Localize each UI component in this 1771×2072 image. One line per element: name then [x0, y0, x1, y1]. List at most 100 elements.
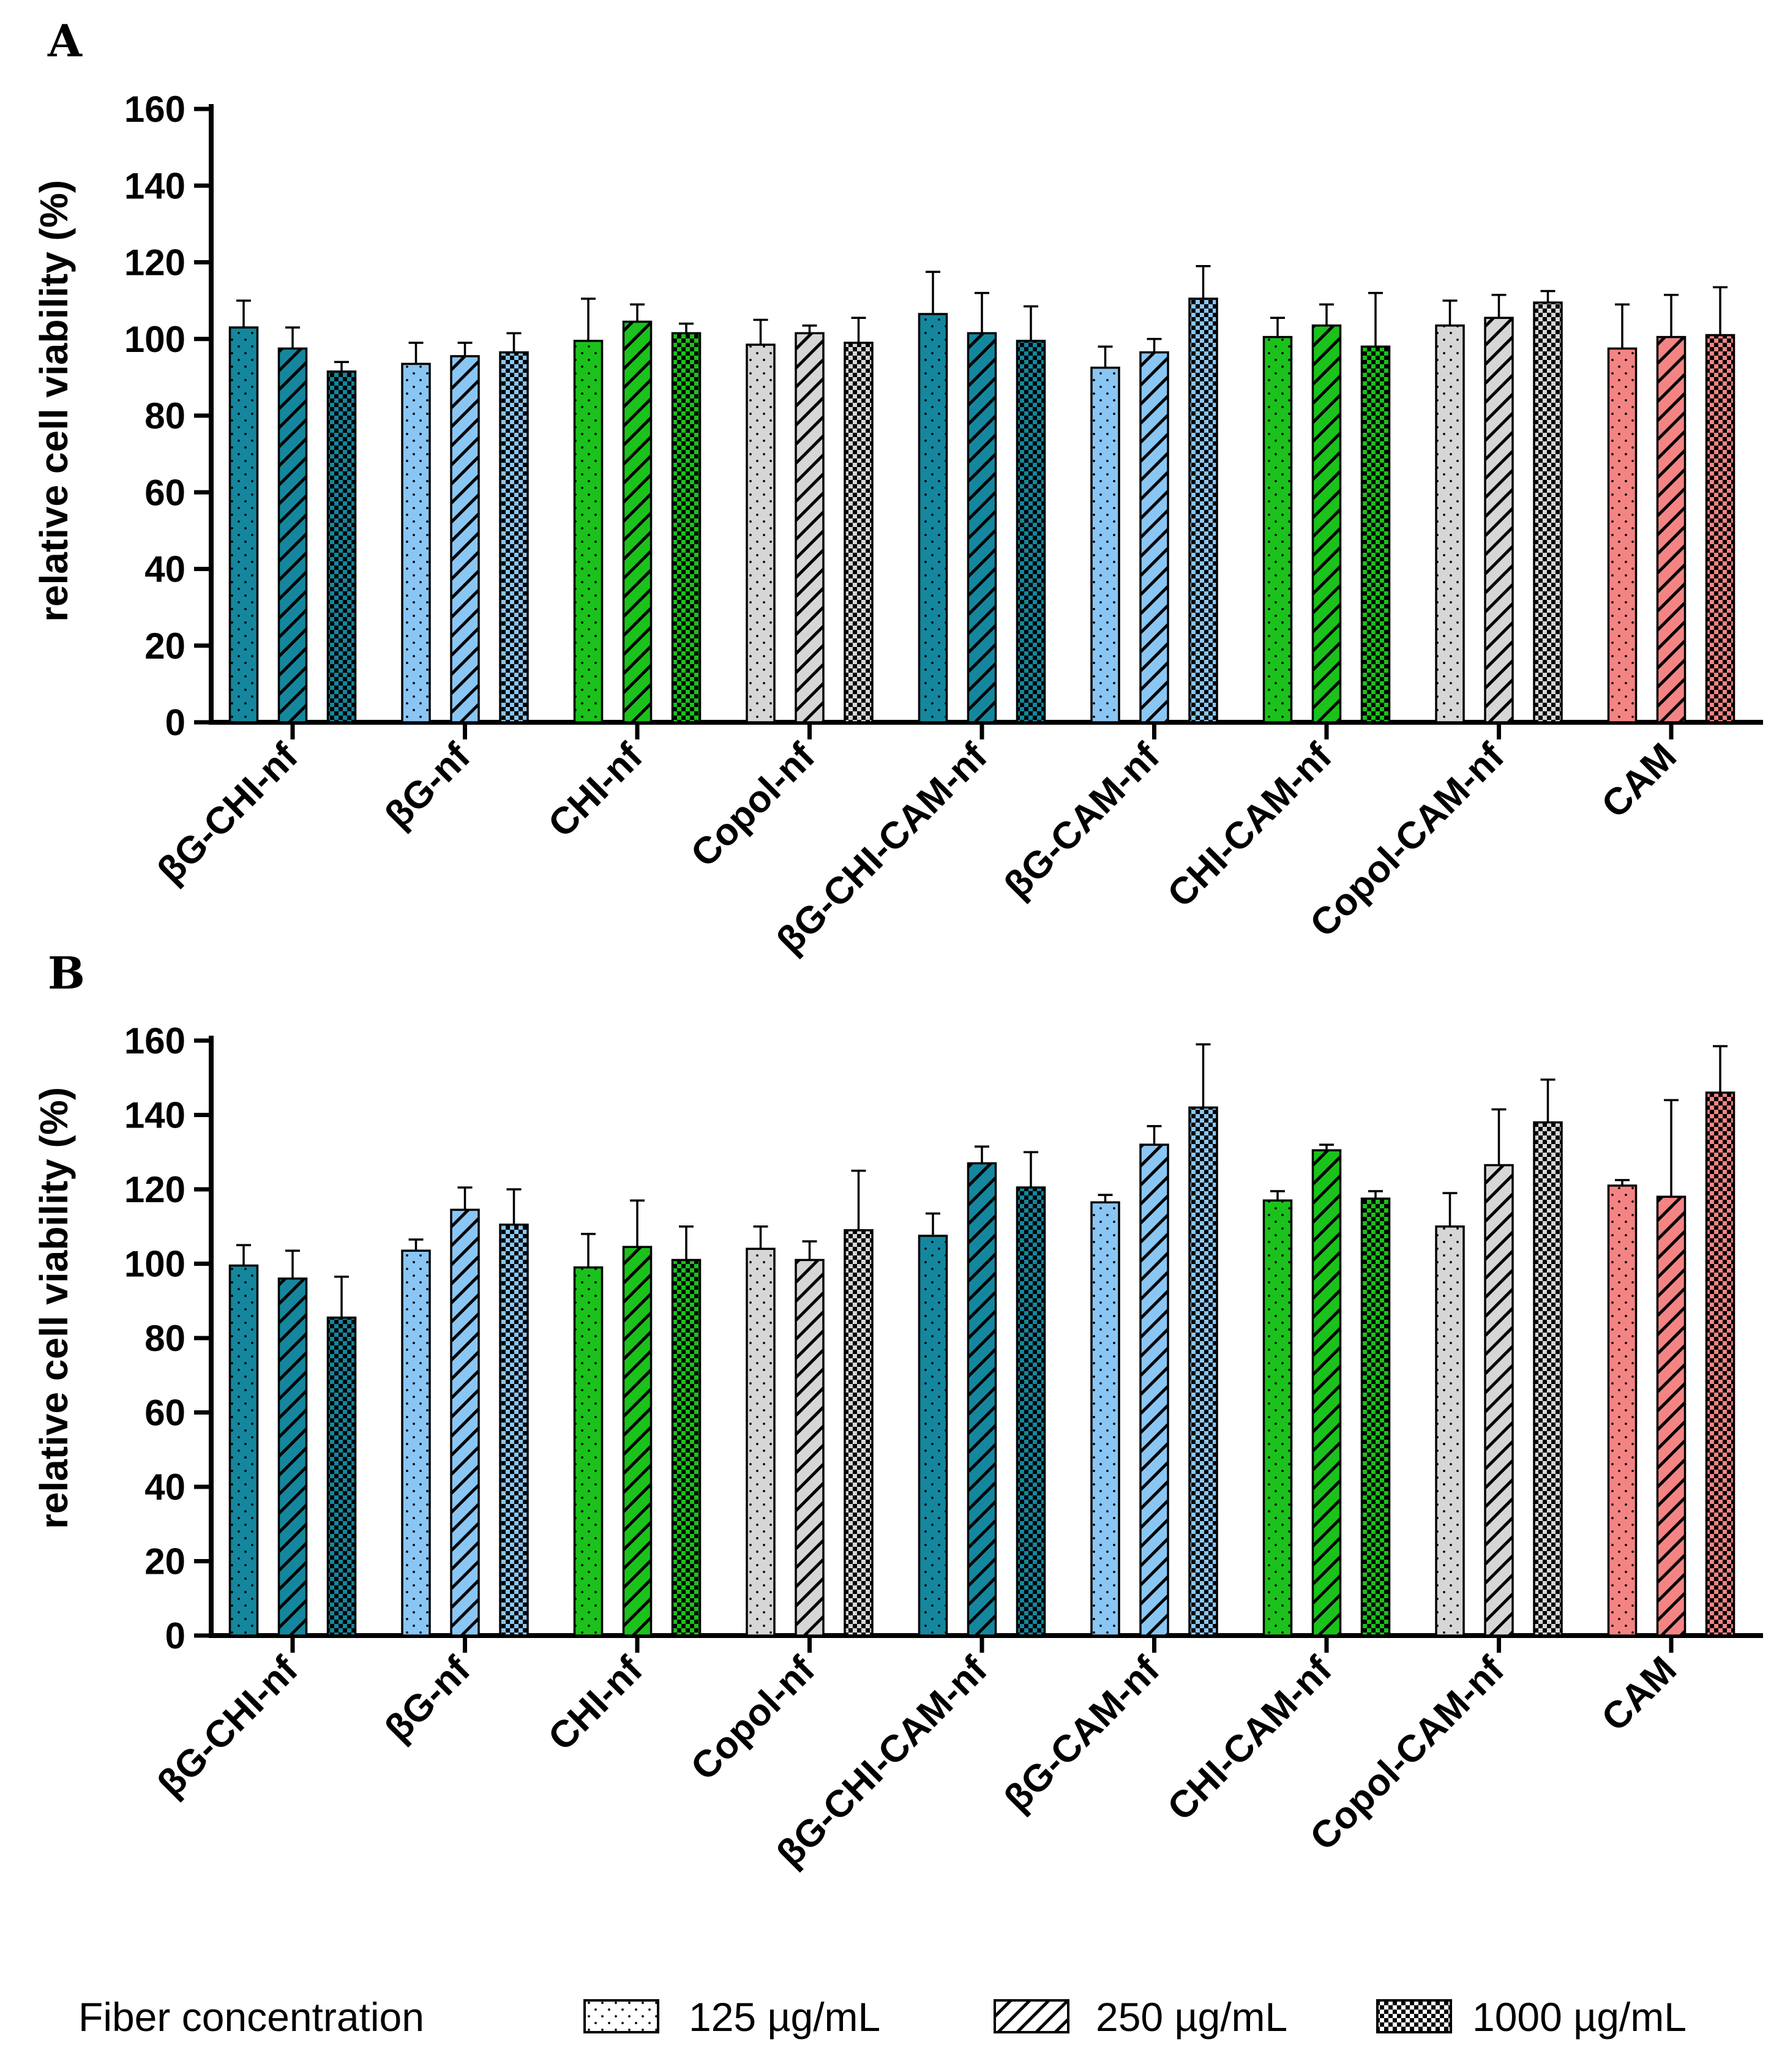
- panel-b-bar-250: [1484, 1164, 1514, 1637]
- panel-b-bar-125: [1262, 1199, 1293, 1637]
- panel-b-y-tick-label: 0: [165, 1615, 185, 1656]
- panel-a-x-tick-label: Copol-nf: [683, 735, 823, 875]
- panel-b-x-tick-label: CHI-CAM-nf: [1159, 1648, 1340, 1829]
- legend-label-1000: 1000 µg/mL: [1472, 1994, 1687, 2040]
- panel-b-bar-1000: [1533, 1121, 1563, 1637]
- panel-b-bar-125: [1435, 1225, 1465, 1637]
- panel-b-bar-250: [1311, 1149, 1342, 1637]
- panel-b-bar-1000: [326, 1316, 357, 1637]
- panel-a-bar-1000: [1016, 340, 1046, 724]
- panel-a-y-tick-label: 40: [144, 549, 185, 590]
- panel-b: B relative cell viability (%) 0 20 40 60 80 1…: [32, 947, 1763, 1875]
- panel-b-x-tick-label: CAM: [1593, 1648, 1685, 1740]
- panel-b-bar-125: [1090, 1201, 1120, 1637]
- panel-a-bar-125: [573, 340, 604, 724]
- panel-b-bar-1000: [499, 1223, 529, 1637]
- panel-a-bar-1000: [1705, 334, 1735, 724]
- panel-a-bar-125: [1435, 324, 1465, 724]
- panel-b-bar-125: [746, 1247, 776, 1637]
- panel-a-bar-1000: [671, 332, 702, 724]
- panel-a-bar-125: [1607, 347, 1638, 724]
- panel-b-bar-250: [1656, 1195, 1687, 1637]
- panel-a-x-tick-label: βG-CHI-nf: [149, 735, 306, 892]
- panel-b-bar-250: [1139, 1143, 1169, 1637]
- panel-a-y-tick-label: 80: [144, 395, 185, 436]
- panel-b-x-tick-label: Copol-nf: [683, 1648, 823, 1789]
- legend-swatch-250: [994, 1999, 1069, 2033]
- panel-b-y-tick-label: 140: [124, 1095, 185, 1136]
- panel-b-x-tick-label: CHI-nf: [541, 1648, 651, 1759]
- panel-a-bar-1000: [1188, 297, 1218, 724]
- panel-b-y-tick-label: 20: [144, 1541, 185, 1582]
- panel-a-bar-125: [746, 343, 776, 724]
- panel-b-x-tick-label: βG-CHI-nf: [149, 1648, 306, 1805]
- panel-a-bar-125: [1090, 366, 1120, 724]
- panel-a-bar-250: [277, 347, 308, 724]
- panel-b-bar-125: [228, 1264, 259, 1637]
- panel-a-y-axis-label: relative cell viability (%): [32, 180, 76, 622]
- panel-b-bar-1000: [1360, 1197, 1391, 1637]
- panel-a-bar-250: [1311, 324, 1342, 724]
- panel-a-bar-250: [1656, 335, 1687, 724]
- panel-b-y-tick-label: 60: [144, 1393, 185, 1434]
- panel-a-letter: A: [47, 15, 83, 67]
- panel-a-x-tick-label: CHI-CAM-nf: [1159, 735, 1340, 916]
- legend-label-125: 125 µg/mL: [689, 1994, 880, 2040]
- panel-a-y-tick-label: 0: [165, 702, 185, 743]
- panel-b-y-tick-label: 120: [124, 1169, 185, 1210]
- panel-b-bar-1000: [1705, 1091, 1735, 1637]
- panel-a-x-tick-label: βG-nf: [377, 735, 479, 837]
- panel-a-bar-1000: [844, 342, 874, 724]
- panel-b-x-tick-label: βG-nf: [377, 1648, 479, 1750]
- legend: Fiber concentration 125 µg/mL 250 µg/mL …: [78, 1994, 1687, 2040]
- panel-b-bar-125: [918, 1235, 948, 1637]
- panel-a: A relative cell viability (%) 0 20 40 60 80 1…: [32, 15, 1763, 962]
- panel-a-bar-1000: [1360, 345, 1391, 724]
- panel-a-bar-250: [622, 320, 653, 724]
- panel-b-bar-250: [622, 1246, 653, 1637]
- panel-b-bar-250: [795, 1259, 825, 1637]
- panel-a-bar-125: [401, 362, 431, 724]
- panel-b-y-tick-label: 100: [124, 1244, 185, 1285]
- panel-b-bar-125: [1607, 1184, 1638, 1637]
- panel-a-bar-250: [1139, 351, 1169, 724]
- legend-title: Fiber concentration: [78, 1994, 424, 2040]
- panel-b-bar-125: [573, 1266, 604, 1637]
- panel-b-x-tick-label: βG-CAM-nf: [996, 1648, 1167, 1820]
- panel-b-bar-1000: [844, 1229, 874, 1637]
- legend-swatch-1000: [1376, 1999, 1452, 2033]
- panel-a-bar-125: [918, 313, 948, 724]
- panel-b-bar-250: [967, 1162, 997, 1637]
- panel-a-y-tick-label: 100: [124, 319, 185, 360]
- panel-b-bar-250: [277, 1277, 308, 1637]
- panel-b-bar-250: [450, 1208, 480, 1637]
- panel-a-bar-125: [1262, 335, 1293, 724]
- panel-a-y-tick-label: 160: [124, 89, 185, 130]
- legend-swatch-125: [583, 1999, 659, 2033]
- panel-a-y-tick-label: 140: [124, 165, 185, 206]
- panel-b-bar-1000: [1016, 1186, 1046, 1637]
- panel-b-y-tick-label: 80: [144, 1318, 185, 1359]
- panel-b-y-axis-label: relative cell viability (%): [32, 1087, 76, 1529]
- panel-a-bar-1000: [1533, 301, 1563, 724]
- panel-a-bar-250: [1484, 316, 1514, 724]
- panel-a-bar-1000: [326, 370, 357, 724]
- panel-b-bar-1000: [671, 1259, 702, 1637]
- panel-a-bar-250: [967, 332, 997, 724]
- panel-a-bar-250: [795, 332, 825, 724]
- panel-a-y-tick-label: 120: [124, 242, 185, 283]
- panel-a-x-tick-label: βG-CAM-nf: [996, 735, 1167, 907]
- panel-b-bar-125: [401, 1249, 431, 1637]
- panel-a-y-tick-label: 60: [144, 472, 185, 513]
- panel-a-y-tick-label: 20: [144, 626, 185, 667]
- panel-b-letter: B: [48, 947, 85, 999]
- panel-b-y-tick-label: 160: [124, 1020, 185, 1061]
- panel-a-x-tick-label: CHI-nf: [541, 735, 651, 846]
- panel-a-bar-125: [228, 326, 259, 724]
- panel-b-y-tick-label: 40: [144, 1467, 185, 1508]
- legend-label-250: 250 µg/mL: [1096, 1994, 1287, 2040]
- panel-a-bar-250: [450, 355, 480, 724]
- panel-b-bar-1000: [1188, 1106, 1218, 1637]
- panel-a-bar-1000: [499, 351, 529, 724]
